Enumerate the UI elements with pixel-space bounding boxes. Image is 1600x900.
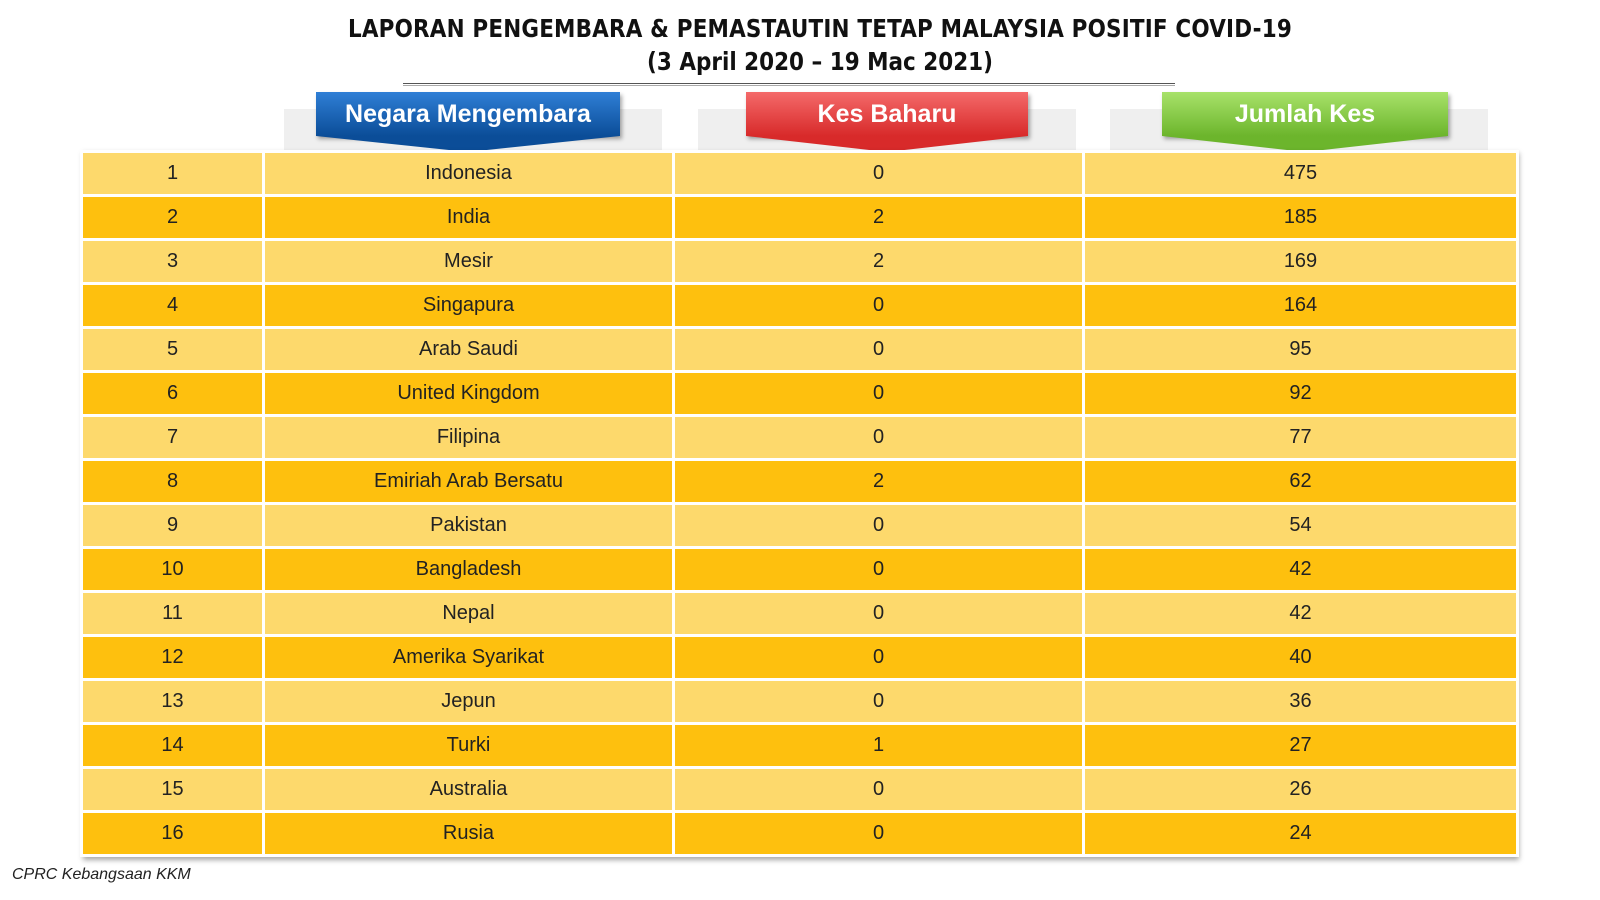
- new-cases-cell: 0: [672, 502, 1085, 549]
- table-row: 2 India 2 185: [80, 194, 1519, 241]
- country-cell: Amerika Syarikat: [262, 634, 675, 681]
- total-cases-cell: 42: [1082, 546, 1519, 593]
- cases-table: 1 Indonesia 0 475 2 India 2 185 3 Mesir 2 169 4 Singa…: [80, 150, 1519, 857]
- country-header-label: Negara Mengembara: [345, 99, 591, 128]
- new-cases-cell: 0: [672, 150, 1085, 197]
- table-row: 10 Bangladesh 0 42: [80, 546, 1519, 593]
- total-cases-cell: 164: [1082, 282, 1519, 329]
- table-row: 7 Filipina 0 77: [80, 414, 1519, 461]
- report-title: LAPORAN PENGEMBARA & PEMASTAUTIN TETAP M…: [0, 14, 1600, 76]
- country-cell: Emiriah Arab Bersatu: [262, 458, 675, 505]
- table-row: 11 Nepal 0 42: [80, 590, 1519, 637]
- table-row: 13 Jepun 0 36: [80, 678, 1519, 725]
- total-cases-cell: 62: [1082, 458, 1519, 505]
- new-cases-cell: 2: [672, 238, 1085, 285]
- row-number-cell: 1: [80, 150, 265, 197]
- row-number-cell: 7: [80, 414, 265, 461]
- country-cell: Indonesia: [262, 150, 675, 197]
- new-cases-cell: 0: [672, 546, 1085, 593]
- new-cases-cell: 0: [672, 414, 1085, 461]
- row-number-cell: 4: [80, 282, 265, 329]
- country-cell: Filipina: [262, 414, 675, 461]
- new-cases-cell: 2: [672, 194, 1085, 241]
- new-cases-cell: 0: [672, 678, 1085, 725]
- total-cases-cell: 92: [1082, 370, 1519, 417]
- country-cell: Rusia: [262, 810, 675, 857]
- country-cell: Jepun: [262, 678, 675, 725]
- table-row: 9 Pakistan 0 54: [80, 502, 1519, 549]
- new-cases-cell: 0: [672, 590, 1085, 637]
- total-cases-header: Jumlah Kes: [1162, 92, 1448, 136]
- new-cases-cell: 1: [672, 722, 1085, 769]
- row-number-cell: 8: [80, 458, 265, 505]
- title-divider: [403, 83, 1175, 86]
- country-cell: Australia: [262, 766, 675, 813]
- table-row: 8 Emiriah Arab Bersatu 2 62: [80, 458, 1519, 505]
- table-row: 1 Indonesia 0 475: [80, 150, 1519, 197]
- table-row: 14 Turki 1 27: [80, 722, 1519, 769]
- new-cases-cell: 0: [672, 634, 1085, 681]
- row-number-cell: 3: [80, 238, 265, 285]
- country-cell: Mesir: [262, 238, 675, 285]
- row-number-cell: 12: [80, 634, 265, 681]
- country-cell: Bangladesh: [262, 546, 675, 593]
- new-cases-cell: 0: [672, 326, 1085, 373]
- new-cases-cell: 0: [672, 370, 1085, 417]
- country-cell: Turki: [262, 722, 675, 769]
- new-cases-cell: 2: [672, 458, 1085, 505]
- row-number-cell: 14: [80, 722, 265, 769]
- row-number-cell: 11: [80, 590, 265, 637]
- title-line-2: (3 April 2020 – 19 Mac 2021): [647, 47, 993, 76]
- table-row: 6 United Kingdom 0 92: [80, 370, 1519, 417]
- total-cases-cell: 36: [1082, 678, 1519, 725]
- country-cell: Nepal: [262, 590, 675, 637]
- source-credit: CPRC Kebangsaan KKM: [12, 866, 191, 883]
- total-cases-cell: 77: [1082, 414, 1519, 461]
- table-row: 12 Amerika Syarikat 0 40: [80, 634, 1519, 681]
- new-cases-cell: 0: [672, 282, 1085, 329]
- row-number-cell: 5: [80, 326, 265, 373]
- total-cases-cell: 40: [1082, 634, 1519, 681]
- total-cases-cell: 185: [1082, 194, 1519, 241]
- new-cases-header-label: Kes Baharu: [817, 99, 957, 128]
- country-header: Negara Mengembara: [316, 92, 620, 136]
- total-cases-cell: 95: [1082, 326, 1519, 373]
- total-cases-cell: 169: [1082, 238, 1519, 285]
- row-number-cell: 2: [80, 194, 265, 241]
- row-number-cell: 6: [80, 370, 265, 417]
- table-row: 5 Arab Saudi 0 95: [80, 326, 1519, 373]
- row-number-cell: 16: [80, 810, 265, 857]
- country-cell: United Kingdom: [262, 370, 675, 417]
- total-cases-header-label: Jumlah Kes: [1234, 99, 1376, 128]
- total-cases-header-pointer: [1162, 136, 1448, 152]
- row-number-cell: 15: [80, 766, 265, 813]
- total-cases-cell: 24: [1082, 810, 1519, 857]
- new-cases-header: Kes Baharu: [746, 92, 1028, 136]
- table-row: 15 Australia 0 26: [80, 766, 1519, 813]
- country-header-pointer: [316, 136, 620, 152]
- row-number-cell: 13: [80, 678, 265, 725]
- country-cell: Arab Saudi: [262, 326, 675, 373]
- new-cases-cell: 0: [672, 810, 1085, 857]
- country-cell: Singapura: [262, 282, 675, 329]
- row-number-cell: 10: [80, 546, 265, 593]
- table-row: 16 Rusia 0 24: [80, 810, 1519, 857]
- new-cases-cell: 0: [672, 766, 1085, 813]
- row-number-cell: 9: [80, 502, 265, 549]
- total-cases-cell: 475: [1082, 150, 1519, 197]
- new-cases-header-pointer: [746, 136, 1028, 152]
- table-row: 3 Mesir 2 169: [80, 238, 1519, 285]
- country-cell: Pakistan: [262, 502, 675, 549]
- total-cases-cell: 42: [1082, 590, 1519, 637]
- country-cell: India: [262, 194, 675, 241]
- total-cases-cell: 26: [1082, 766, 1519, 813]
- total-cases-cell: 27: [1082, 722, 1519, 769]
- total-cases-cell: 54: [1082, 502, 1519, 549]
- table-row: 4 Singapura 0 164: [80, 282, 1519, 329]
- title-line-1: LAPORAN PENGEMBARA & PEMASTAUTIN TETAP M…: [347, 14, 1292, 43]
